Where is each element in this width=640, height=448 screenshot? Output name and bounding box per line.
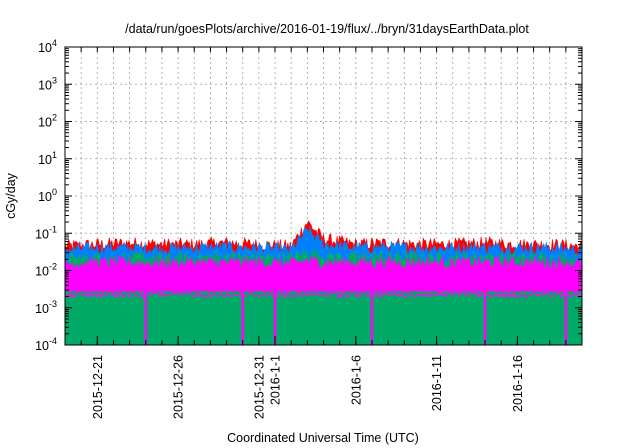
y-tick-label: 10-2 (35, 262, 57, 279)
y-tick-label: 10-1 (35, 224, 57, 241)
series-lower-edge (64, 289, 583, 300)
x-axis-label: Coordinated Universal Time (UTC) (227, 431, 419, 445)
x-tick-label: 2015-12-26 (172, 355, 186, 419)
x-tick-label: 2016-1-11 (430, 355, 444, 411)
y-tick-label: 101 (38, 150, 57, 167)
y-tick-label: 102 (38, 113, 57, 130)
y-tick-label: 10-4 (35, 336, 57, 353)
x-tick-label: 2016-1-16 (511, 355, 525, 412)
series-layer (64, 220, 583, 346)
chart-title: /data/run/goesPlots/archive/2016-01-19/f… (125, 22, 529, 36)
y-tick-label: 100 (38, 187, 57, 204)
y-tick-label: 103 (38, 75, 57, 92)
x-tick-label: 2016-1-1 (269, 355, 283, 405)
y-tick-label: 10-3 (35, 299, 57, 316)
x-tick-label: 2016-1-6 (349, 355, 363, 405)
axis-ticks: 10-4 10-3 10-2 10-1 100 101 102 103 104 2015-12-2… (35, 38, 582, 419)
x-tick-label: 2015-12-21 (91, 355, 105, 419)
x-tick-label: 2015-12-31 (252, 355, 266, 419)
y-axis-label: cGy/day (4, 172, 18, 219)
series-area (64, 255, 583, 292)
y-tick-label: 104 (38, 38, 57, 55)
